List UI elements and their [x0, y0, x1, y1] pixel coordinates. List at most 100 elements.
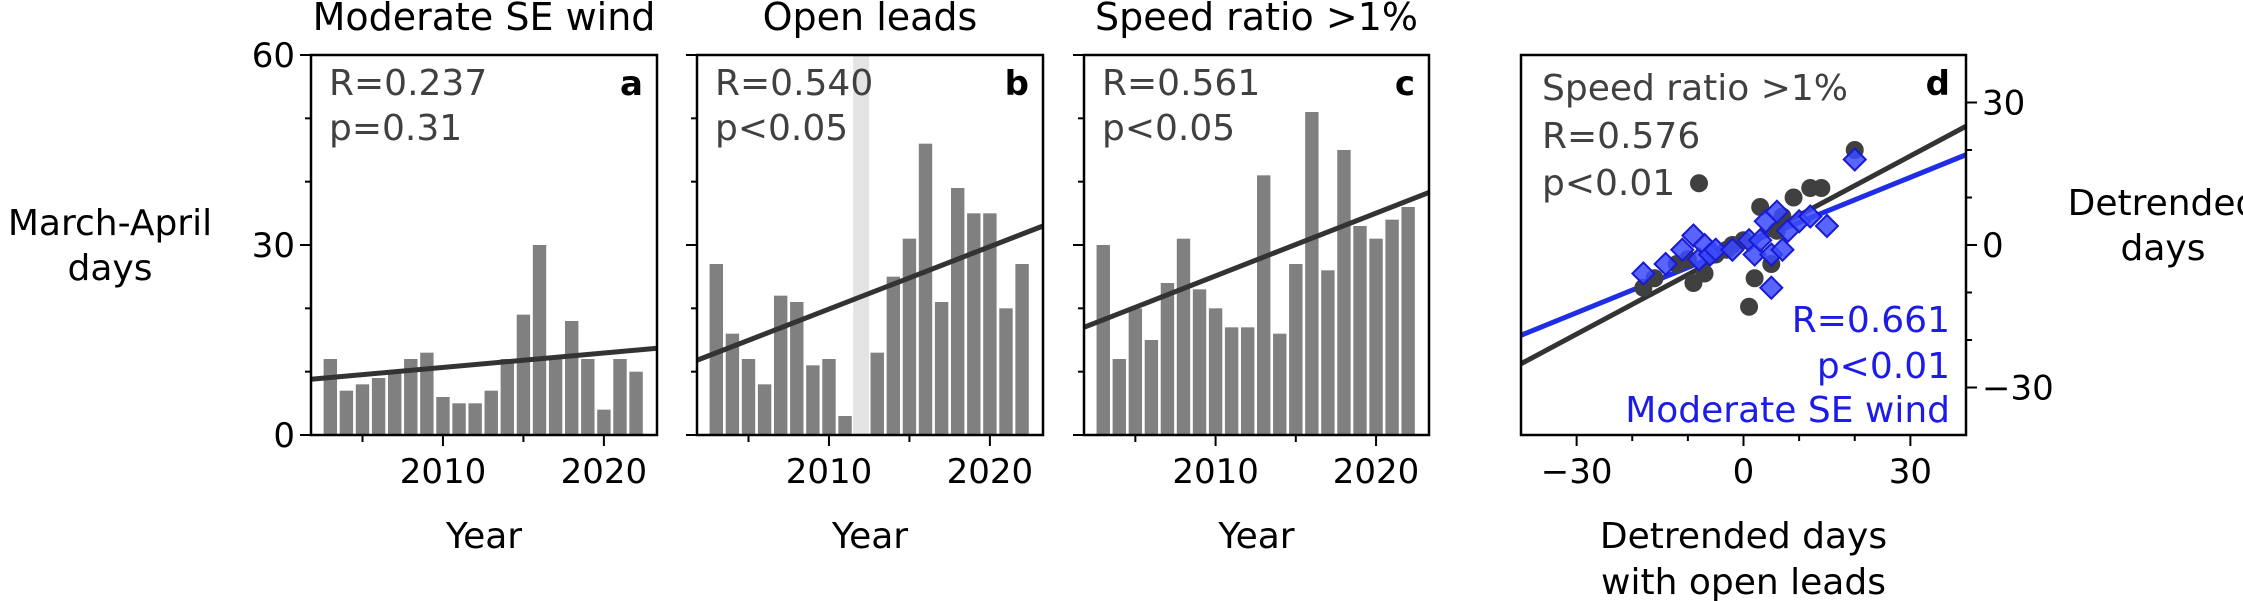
panel-a-letter: a: [620, 64, 643, 104]
x-tick-label: −30: [1541, 452, 1613, 492]
y-tick-label: 30: [252, 226, 295, 266]
bar-2013: [870, 352, 884, 435]
bar-2003: [1096, 245, 1110, 435]
bar-2020: [983, 213, 997, 435]
panel-b-frame: [695, 53, 1045, 437]
point-diamond: [1747, 227, 1773, 253]
trend-line: [310, 345, 658, 382]
x-tick-label: 2020: [561, 452, 648, 492]
bar-2004: [1112, 359, 1127, 435]
x-tick-label: 2020: [1333, 452, 1420, 492]
bar-2009: [806, 365, 820, 435]
bar-2004: [725, 333, 740, 435]
bar-2010: [436, 397, 450, 435]
point-diamond: [1842, 147, 1868, 172]
bar-2017: [934, 302, 949, 435]
bar-2017: [1321, 270, 1335, 435]
panel-d-series1-r: R=0.576: [1542, 116, 1700, 157]
panel-d-series2-p: p<0.01: [1817, 346, 1950, 387]
bar-2022: [629, 371, 643, 435]
point-diamond: [1758, 275, 1784, 301]
point-circle: [1740, 297, 1759, 316]
point-circle: [1812, 179, 1831, 197]
bar-2020: [597, 409, 611, 435]
point-diamond: [1764, 199, 1790, 225]
panel-a-xlabel: Year: [445, 516, 522, 557]
panel-a-ticks: 2010 2020 0 30 60: [252, 36, 647, 492]
bar-2021: [1385, 219, 1399, 435]
panel-b-stat-r: R=0.540: [715, 63, 873, 104]
x-tick-label: 30: [1889, 452, 1932, 492]
panel-c: 2010 2020 Speed ratio >1% R=0.561 p<0.05 …: [1073, 0, 1431, 557]
bar-2016: [1305, 112, 1319, 435]
bar-2003: [709, 264, 724, 435]
panel-a: 2010 2020 0 30 60 Moderate SE wind R=0.237 p…: [252, 0, 659, 557]
bar-2010: [822, 359, 836, 435]
bar-2022: [1015, 264, 1029, 435]
x-tick-label: 2010: [400, 452, 487, 492]
trend-line: [696, 223, 1044, 363]
panel-a-fit: [310, 345, 658, 382]
bar-2011: [452, 403, 466, 435]
bar-2020: [1369, 238, 1383, 435]
panel-a-title: Moderate SE wind: [313, 0, 656, 39]
point-circle: [1784, 188, 1803, 207]
point-diamond: [1630, 261, 1656, 286]
x-tick-label: 0: [1733, 452, 1755, 492]
panel-b-highlight-band: [853, 55, 870, 435]
bar-2005: [741, 359, 756, 435]
bar-2010: [1208, 308, 1223, 435]
point-diamond: [1653, 251, 1679, 277]
bar-2014: [500, 359, 515, 435]
panel-a-stat-r: R=0.237: [329, 63, 487, 104]
panel-d-series2-r: R=0.661: [1792, 300, 1950, 341]
bar-2019: [581, 359, 595, 435]
point-diamond: [1770, 237, 1795, 263]
x-tick-label: 2010: [1172, 452, 1259, 492]
bar-2006: [371, 378, 386, 435]
bar-2022: [1401, 207, 1415, 435]
point-diamond: [1669, 237, 1695, 263]
panel-d-xlabel-line1: Detrended days: [1600, 516, 1887, 557]
panel-b-fit: [696, 223, 1044, 363]
trend-line: [1083, 190, 1430, 330]
panel-c-title: Speed ratio >1%: [1095, 0, 1418, 39]
panel-d-diamonds: [1630, 147, 1868, 301]
panel-c-xlabel: Year: [1217, 516, 1294, 557]
bar-2019: [967, 213, 981, 435]
bar-2007: [1160, 283, 1175, 435]
panel-a-bars: [323, 245, 643, 435]
panel-b-bars: [709, 143, 1029, 435]
panel-c-fit: [1083, 190, 1430, 330]
bar-2006: [757, 384, 772, 435]
panel-a-frame: [309, 53, 659, 437]
bar-2012: [1240, 327, 1255, 435]
bar-2012: [468, 403, 482, 435]
panel-d-frame: [1519, 53, 1968, 437]
panel-b-ticks: 2010 2020: [686, 54, 1033, 492]
panel-b: 2010 2020 Open leads R=0.540 p<0.05 b Yea…: [686, 0, 1045, 557]
panel-c-frame: [1082, 53, 1431, 437]
bar-2004: [339, 390, 354, 435]
panel-d-ylabel-line1: Detrended: [2068, 183, 2243, 224]
bar-2009: [1192, 289, 1207, 435]
bar-2015: [516, 314, 531, 435]
bar-2015: [1289, 264, 1303, 435]
bar-2007: [387, 371, 402, 435]
y-tick-label: 0: [273, 416, 295, 456]
y-axis-label-line2: days: [68, 248, 153, 289]
panel-d-ylabel-line2: days: [2121, 228, 2206, 269]
bar-2018: [951, 188, 965, 435]
point-diamond: [1814, 213, 1840, 239]
bar-2009: [420, 352, 434, 435]
point-circle: [1745, 269, 1764, 288]
bar-2018: [1337, 150, 1351, 435]
point-circle: [1690, 174, 1708, 193]
bar-2011: [838, 416, 852, 435]
bar-2015: [902, 238, 917, 435]
panel-c-letter: c: [1395, 64, 1415, 104]
x-tick-label: 2010: [786, 452, 873, 492]
bar-2008: [790, 302, 804, 435]
panel-b-title: Open leads: [763, 0, 978, 39]
